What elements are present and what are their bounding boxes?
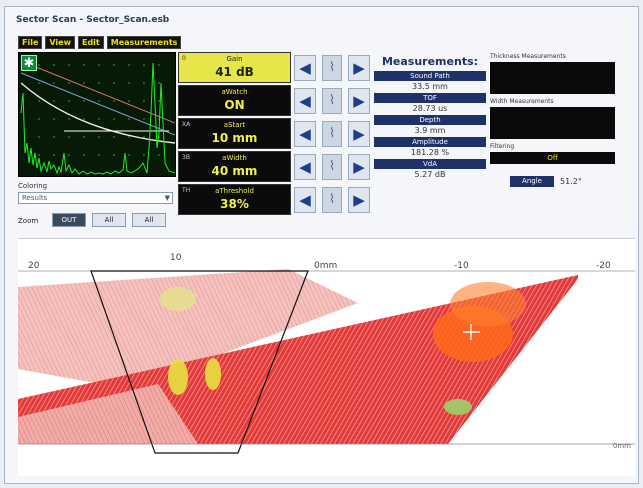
- results-panel: Thickness Measurements Width Measurement…: [490, 53, 615, 187]
- meas-value-depth: 3.9 mm: [414, 126, 446, 135]
- param-name: aWidth: [222, 154, 247, 162]
- param-awidth[interactable]: 3B aWidth 40 mm: [178, 151, 291, 182]
- increase-arrow-icon[interactable]: ▶: [348, 87, 370, 114]
- param-value: ON: [224, 98, 245, 112]
- meas-label-amplitude: Amplitude: [374, 137, 486, 147]
- chevron-down-icon: ▼: [164, 194, 170, 202]
- param-code: XA: [182, 121, 191, 128]
- param-value: 40 mm: [211, 164, 258, 178]
- zoom-all-button-1[interactable]: All: [92, 213, 126, 227]
- step-icon[interactable]: ⌇: [322, 54, 342, 81]
- param-value: 41 dB: [215, 65, 254, 79]
- param-name: Gain: [226, 55, 243, 63]
- thickness-label: Thickness Measurements: [490, 53, 566, 60]
- param-astart[interactable]: XA aStart 10 mm: [178, 118, 291, 149]
- coloring-label: Coloring: [18, 182, 48, 190]
- adjust-controls: ◀ ⌇ ▶ ◀ ⌇ ▶ ◀ ⌇ ▶ ◀ ⌇ ▶ ◀ ⌇ ▶: [294, 52, 370, 217]
- meas-value-amplitude: 181.28 %: [410, 148, 450, 157]
- zoom-out-button[interactable]: OUT: [52, 213, 86, 227]
- ascan-display[interactable]: ✱: [18, 52, 176, 177]
- param-value: 38%: [220, 197, 249, 211]
- param-name: aThreshold: [215, 187, 254, 195]
- param-athreshold[interactable]: TH aThreshold 38%: [178, 184, 291, 215]
- unit-label: 0mm: [612, 442, 631, 450]
- step-icon[interactable]: ⌇: [322, 153, 342, 180]
- step-icon[interactable]: ⌇: [322, 120, 342, 147]
- window-title: Sector Scan - Sector_Scan.esb: [16, 15, 170, 25]
- angle-row: Angle 51.2°: [510, 176, 615, 187]
- asterisk-icon[interactable]: ✱: [21, 55, 37, 71]
- decrease-arrow-icon[interactable]: ◀: [294, 54, 316, 81]
- increase-arrow-icon[interactable]: ▶: [348, 54, 370, 81]
- param-gain[interactable]: 0 Gain 41 dB: [178, 52, 291, 83]
- param-code: 0: [182, 55, 186, 62]
- meas-label-tof: TOF: [374, 93, 486, 103]
- param-value: 10 mm: [211, 131, 258, 145]
- meas-value-sound-path: 33.5 mm: [412, 82, 448, 91]
- width-label: Width Measurements: [490, 98, 554, 105]
- sector-scan-display[interactable]: 20 10 0mm -10 -20 0mm: [18, 238, 635, 476]
- menu-file[interactable]: File: [18, 36, 43, 49]
- measurements-panel: Measurements: Sound Path 33.5 mm TOF 28.…: [374, 55, 486, 181]
- scale-label: -10: [454, 261, 469, 271]
- step-icon[interactable]: ⌇: [322, 87, 342, 114]
- increase-arrow-icon[interactable]: ▶: [348, 153, 370, 180]
- zoom-all-button-2[interactable]: All: [132, 213, 166, 227]
- meas-value-tof: 28.73 us: [412, 104, 448, 113]
- param-awatch[interactable]: aWatch ON: [178, 85, 291, 116]
- decrease-arrow-icon[interactable]: ◀: [294, 153, 316, 180]
- coloring-value: Results: [22, 194, 48, 202]
- decrease-arrow-icon[interactable]: ◀: [294, 186, 316, 213]
- menu-measurements[interactable]: Measurements: [106, 36, 182, 49]
- scale-label: 10: [170, 253, 182, 263]
- increase-arrow-icon[interactable]: ▶: [348, 120, 370, 147]
- meas-value-vda: 5.27 dB: [414, 170, 446, 179]
- scale-label: 0mm: [314, 261, 338, 271]
- measurements-title: Measurements:: [381, 55, 479, 68]
- decrease-arrow-icon[interactable]: ◀: [294, 87, 316, 114]
- decrease-arrow-icon[interactable]: ◀: [294, 120, 316, 147]
- sector-scan-image: [18, 269, 635, 454]
- scale-label: -20: [596, 261, 611, 271]
- step-icon[interactable]: ⌇: [322, 186, 342, 213]
- ascan-plot: [20, 60, 175, 175]
- param-code: TH: [182, 187, 191, 194]
- zoom-label: Zoom: [18, 217, 39, 225]
- param-name: aWatch: [221, 88, 248, 96]
- menu-view[interactable]: View: [45, 36, 75, 49]
- scale-label: 20: [28, 261, 40, 271]
- angle-label: Angle: [510, 176, 554, 187]
- meas-label-vda: VdA: [374, 159, 486, 169]
- coloring-select[interactable]: Results ▼: [18, 192, 173, 204]
- param-code: 3B: [182, 154, 190, 161]
- meas-label-sound-path: Sound Path: [374, 71, 486, 81]
- filtering-label: Filtering: [490, 143, 515, 150]
- meas-label-depth: Depth: [374, 115, 486, 125]
- width-display: [490, 107, 615, 139]
- parameter-panel: 0 Gain 41 dB aWatch ON XA aStart 10 mm 3…: [178, 52, 291, 217]
- menu-bar: File View Edit Measurements: [18, 36, 182, 49]
- filtering-value[interactable]: Off: [490, 152, 615, 164]
- thickness-display: [490, 62, 615, 94]
- menu-edit[interactable]: Edit: [77, 36, 104, 49]
- increase-arrow-icon[interactable]: ▶: [348, 186, 370, 213]
- param-name: aStart: [223, 121, 246, 129]
- angle-value: 51.2°: [560, 177, 582, 186]
